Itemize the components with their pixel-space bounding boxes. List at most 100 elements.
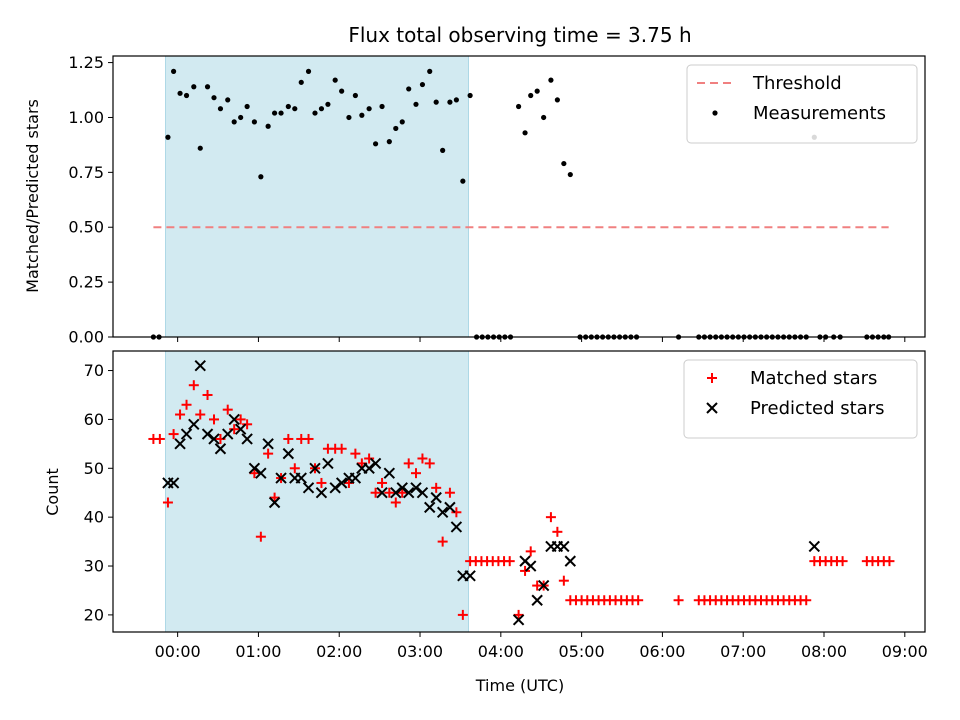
- measurement-point: [628, 334, 634, 340]
- measurement-point: [419, 81, 426, 88]
- measurement-point: [886, 334, 892, 340]
- matched-star-point: [520, 565, 531, 576]
- measurement-point: [225, 97, 231, 103]
- matched-star-point: [162, 497, 173, 508]
- x-b: [512, 614, 525, 626]
- measurement-point: [305, 68, 312, 74]
- predicted-star-point: [302, 482, 315, 494]
- measurement-point: [298, 79, 304, 85]
- y-tick-label: 1.25: [68, 53, 104, 72]
- measurement-point: [490, 334, 497, 340]
- predicted-star-point: [363, 462, 375, 474]
- x-b: [241, 433, 253, 445]
- measurement-point: [869, 334, 876, 340]
- measurement-point: [312, 110, 318, 116]
- measurement-point: [285, 103, 291, 110]
- x-b: [262, 438, 274, 450]
- predicted-star-point: [525, 560, 537, 572]
- measurement-point: [413, 101, 419, 107]
- x-b: [335, 477, 348, 489]
- predicted-star-point: [167, 477, 180, 489]
- x-b: [363, 462, 375, 474]
- predicted-star-point: [275, 472, 287, 484]
- matched-star-point: [283, 433, 294, 444]
- x-b: [167, 477, 180, 489]
- legend-label: Matched stars: [750, 368, 877, 389]
- predicted-star-point: [315, 487, 328, 499]
- measurement-point: [406, 86, 412, 92]
- measurement-point: [713, 334, 719, 340]
- measurement-point: [730, 334, 736, 340]
- x-b: [188, 418, 200, 431]
- x-b: [403, 487, 415, 499]
- y-tick-label: 1.00: [68, 108, 104, 127]
- matched-star-point: [410, 468, 421, 479]
- predicted-star-point: [322, 457, 334, 470]
- measurement-point: [460, 178, 466, 184]
- measurement-point: [485, 334, 491, 340]
- predicted-star-point: [234, 423, 247, 435]
- predicted-star-point: [396, 482, 408, 494]
- matched-star-point: [269, 492, 280, 503]
- measurement-point: [359, 112, 365, 118]
- measurement-point: [534, 88, 540, 94]
- matched-star-point: [417, 453, 428, 464]
- x-b: [531, 594, 543, 606]
- measurement-point: [265, 123, 271, 129]
- matched-star-point: [222, 404, 233, 415]
- measurement-point: [318, 106, 325, 112]
- measurement-point: [528, 92, 534, 99]
- count-axes-frame: [112, 350, 926, 633]
- measurement-point: [427, 68, 433, 74]
- measurement-point: [433, 99, 439, 105]
- y-tick-label: 60: [84, 410, 104, 429]
- matched-star-point: [525, 546, 536, 557]
- matched-star-point: [545, 512, 556, 523]
- y-tick-label: 30: [84, 557, 104, 576]
- matched-star-point: [837, 556, 848, 567]
- matched-star-point: [451, 507, 462, 518]
- measurement-point: [724, 334, 730, 340]
- predicted-star-point: [214, 443, 227, 455]
- measurement-point: [864, 334, 870, 340]
- x-tick-label: 07:00: [720, 642, 766, 661]
- x-b: [416, 487, 429, 499]
- measurement-point: [251, 119, 257, 125]
- legend-label: Threshold: [752, 73, 842, 94]
- predicted-star-point: [383, 467, 396, 479]
- matched-star-point: [343, 477, 354, 488]
- matched-star-point: [552, 526, 563, 537]
- x-b: [214, 443, 227, 455]
- x-b: [268, 496, 281, 509]
- x-b: [309, 462, 321, 474]
- measurement-point: [393, 125, 399, 132]
- y-tick-label: 0.00: [68, 328, 104, 347]
- matched-star-point: [255, 531, 266, 542]
- measurement-point: [515, 103, 522, 110]
- ratio-y-axis-label: Matched/Predicted stars: [23, 99, 42, 293]
- x-b: [315, 487, 328, 499]
- matched-star-point: [403, 458, 414, 469]
- x-b: [410, 482, 422, 494]
- legend-label: Measurements: [753, 103, 886, 124]
- measurement-point: [502, 334, 508, 340]
- y-tick-label: 0.75: [68, 163, 104, 182]
- measurement-point: [797, 334, 804, 340]
- measurement-point: [837, 334, 843, 340]
- x-tick-label: 03:00: [397, 642, 443, 661]
- x-b: [558, 540, 570, 553]
- measurement-point: [447, 99, 453, 105]
- measurement-point: [735, 334, 741, 340]
- legend-matched-swatch: [707, 373, 717, 383]
- matched-star-point: [263, 448, 274, 459]
- measurement-point: [453, 97, 459, 103]
- x-tick-label: 09:00: [882, 642, 928, 661]
- legend-predicted-swatch: [706, 402, 718, 414]
- measurement-point: [150, 334, 156, 340]
- count-panel: 20 30 40 50 60 70 00:00 01:00 02:00 03:00 04:00 05:…: [43, 350, 928, 661]
- matched-star-point: [397, 487, 408, 498]
- measurement-point: [399, 119, 405, 125]
- x-b: [302, 482, 315, 494]
- predicted-star-point: [222, 428, 234, 440]
